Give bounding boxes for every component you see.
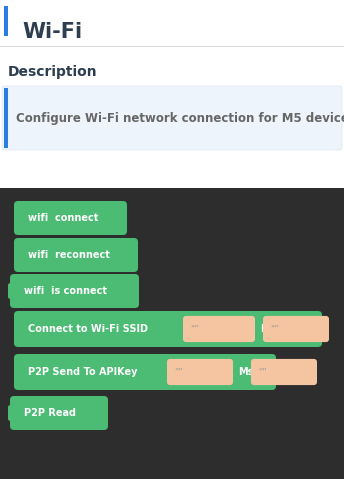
Text: “”: “” — [270, 324, 279, 333]
Text: Description: Description — [8, 65, 98, 79]
Text: wifi  is connect: wifi is connect — [24, 286, 107, 296]
Text: PASSWORD: PASSWORD — [260, 324, 322, 334]
Text: wifi  reconnect: wifi reconnect — [28, 250, 110, 260]
Text: Configure Wi-Fi network connection for M5 device: Configure Wi-Fi network connection for M… — [16, 112, 344, 125]
Text: P2P Send To APIKey: P2P Send To APIKey — [28, 367, 138, 377]
FancyBboxPatch shape — [8, 405, 20, 421]
Bar — [0, 46, 344, 47]
FancyBboxPatch shape — [2, 86, 342, 150]
FancyBboxPatch shape — [183, 316, 255, 342]
FancyBboxPatch shape — [263, 316, 329, 342]
Text: wifi  connect: wifi connect — [28, 213, 98, 223]
FancyBboxPatch shape — [10, 274, 139, 308]
FancyBboxPatch shape — [14, 311, 322, 347]
FancyBboxPatch shape — [14, 354, 276, 390]
FancyBboxPatch shape — [8, 283, 20, 299]
Text: “”: “” — [190, 324, 198, 333]
FancyBboxPatch shape — [251, 359, 317, 385]
FancyBboxPatch shape — [167, 359, 233, 385]
Bar — [4, 88, 8, 148]
Text: Wi-Fi: Wi-Fi — [22, 22, 82, 42]
Text: “”: “” — [174, 367, 183, 376]
FancyBboxPatch shape — [14, 238, 138, 272]
Bar — [0, 188, 344, 479]
Text: Msg: Msg — [238, 367, 260, 377]
Bar — [4, 6, 8, 36]
FancyBboxPatch shape — [14, 201, 127, 235]
Text: Connect to Wi-Fi SSID: Connect to Wi-Fi SSID — [28, 324, 148, 334]
Text: P2P Read: P2P Read — [24, 408, 76, 418]
Text: “”: “” — [258, 367, 267, 376]
FancyBboxPatch shape — [10, 396, 108, 430]
